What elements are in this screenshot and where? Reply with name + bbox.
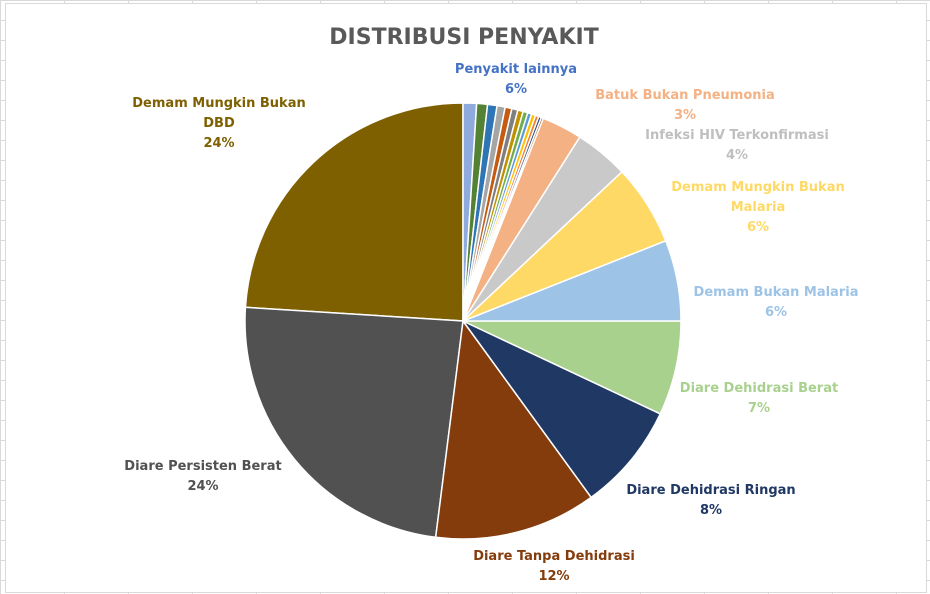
slice-label: Diare Dehidrasi Berat 7%: [680, 381, 838, 416]
slice-name: Demam Bukan Malaria: [694, 285, 859, 300]
pie-slice-lainnya-part[interactable]: [462, 116, 545, 322]
slice-name: Diare Persisten Berat: [124, 459, 281, 474]
slice-percent: 6%: [747, 220, 769, 235]
slice-label: Infeksi HIV Terkonfirmasi 4%: [645, 128, 829, 163]
slice-name: Diare Dehidrasi Ringan: [626, 483, 795, 498]
chart-area[interactable]: DISTRIBUSI PENYAKIT Demam Mungkin Bukan D…: [5, 3, 927, 593]
slice-name: Malaria: [731, 200, 786, 215]
slice-label: Penyakit lainnya 6%: [455, 62, 577, 97]
pie-slice[interactable]: [244, 102, 464, 322]
slice-name: Diare Dehidrasi Berat: [680, 381, 838, 396]
slice-name: DBD: [203, 116, 235, 131]
slice-name: Demam Mungkin Bukan: [132, 96, 305, 111]
slice-label: Diare Dehidrasi Ringan 8%: [626, 483, 795, 518]
slice-name: Demam Mungkin Bukan: [671, 180, 844, 195]
pie-slice[interactable]: [434, 319, 593, 540]
chart-title: DISTRIBUSI PENYAKIT: [329, 25, 598, 50]
slice-label: Diare Tanpa Dehidrasi 12%: [473, 549, 635, 584]
slice-label: Demam Mungkin Bukan DBD 24%: [132, 96, 305, 151]
slice-percent: 7%: [748, 401, 770, 416]
slice-name: Infeksi HIV Terkonfirmasi: [645, 128, 829, 143]
slice-percent: 3%: [674, 108, 696, 123]
slice-name: Diare Tanpa Dehidrasi: [473, 549, 635, 564]
slice-label: Diare Persisten Berat 24%: [124, 459, 281, 494]
slice-percent: 6%: [765, 305, 787, 320]
slice-percent: 24%: [187, 479, 218, 494]
pie-chart: DISTRIBUSI PENYAKIT Demam Mungkin Bukan D…: [124, 25, 859, 584]
slice-name: Penyakit lainnya: [455, 62, 577, 77]
slice-label: Demam Bukan Malaria 6%: [694, 285, 859, 320]
slice-percent: 6%: [505, 82, 527, 97]
slice-label: Batuk Bukan Pneumonia 3%: [595, 88, 775, 123]
slice-percent: 8%: [700, 503, 722, 518]
slice-name: Batuk Bukan Pneumonia: [595, 88, 775, 103]
slice-percent: 24%: [203, 136, 234, 151]
pie-slice[interactable]: [462, 320, 662, 499]
slice-percent: 12%: [538, 569, 569, 584]
slice-label: Demam Mungkin Bukan Malaria 6%: [671, 180, 844, 235]
pie-slice[interactable]: [244, 306, 464, 539]
slice-percent: 4%: [726, 148, 748, 163]
